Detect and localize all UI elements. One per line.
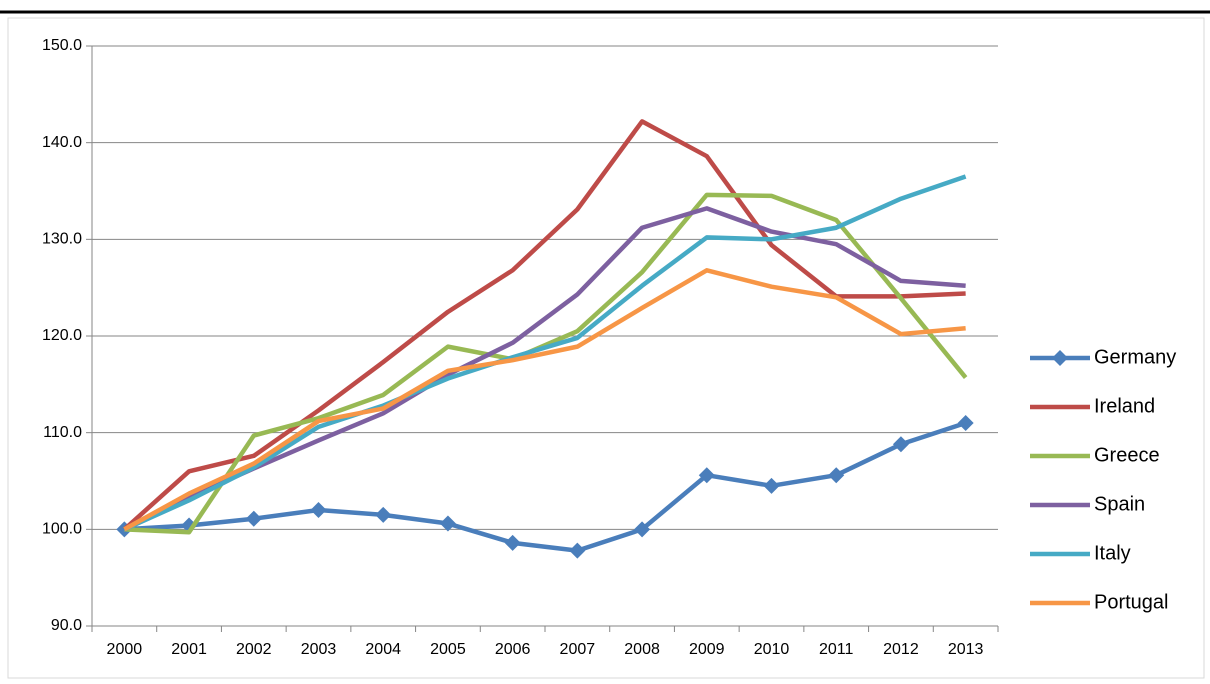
series-line xyxy=(124,420,967,553)
legend-label: Germany xyxy=(1094,346,1176,368)
series-line xyxy=(123,174,967,532)
legend-label: Italy xyxy=(1094,542,1131,564)
legend-label: Greece xyxy=(1094,444,1160,466)
series-marker xyxy=(504,534,521,551)
series-line xyxy=(122,119,966,532)
series-marker xyxy=(828,467,845,484)
x-tick-label: 2005 xyxy=(430,641,466,658)
x-tick-label: 2002 xyxy=(236,641,272,658)
legend-label: Spain xyxy=(1094,493,1145,515)
series-marker xyxy=(310,502,327,518)
x-tick-label: 2001 xyxy=(171,641,207,658)
series-marker xyxy=(957,415,974,431)
x-tick-label: 2007 xyxy=(560,641,596,658)
x-tick-label: 2003 xyxy=(301,641,337,658)
x-tick-label: 2012 xyxy=(883,641,919,658)
series-marker xyxy=(569,542,586,559)
y-tick-label: 100.0 xyxy=(42,521,82,538)
series-line xyxy=(124,192,968,535)
y-tick-label: 130.0 xyxy=(42,231,82,248)
x-tick-label: 2011 xyxy=(819,641,854,658)
series-marker xyxy=(375,506,392,523)
x-tick-label: 2009 xyxy=(689,641,725,658)
x-tick-label: 2006 xyxy=(495,641,531,658)
series-marker xyxy=(763,477,780,494)
series-line xyxy=(123,206,966,532)
y-tick-label: 140.0 xyxy=(42,134,82,151)
y-tick-label: 90.0 xyxy=(51,617,82,634)
x-tick-label: 2013 xyxy=(948,641,984,658)
y-tick-label: 150.0 xyxy=(42,37,82,54)
x-tick-label: 2004 xyxy=(365,641,401,658)
series-marker xyxy=(698,467,715,484)
x-tick-label: 2000 xyxy=(107,641,143,658)
y-tick-label: 120.0 xyxy=(42,327,82,344)
series-line xyxy=(123,268,966,532)
x-tick-label: 2008 xyxy=(624,641,660,658)
legend-marker xyxy=(1052,350,1068,366)
legend-label: Ireland xyxy=(1094,395,1155,417)
series-marker xyxy=(245,510,262,527)
y-tick-label: 110.0 xyxy=(43,424,82,441)
chart-border xyxy=(7,17,1205,679)
series-marker xyxy=(892,436,909,453)
x-tick-label: 2010 xyxy=(754,641,790,658)
legend-label: Portugal xyxy=(1094,591,1169,613)
series-marker xyxy=(439,515,456,532)
series-marker xyxy=(634,521,651,538)
